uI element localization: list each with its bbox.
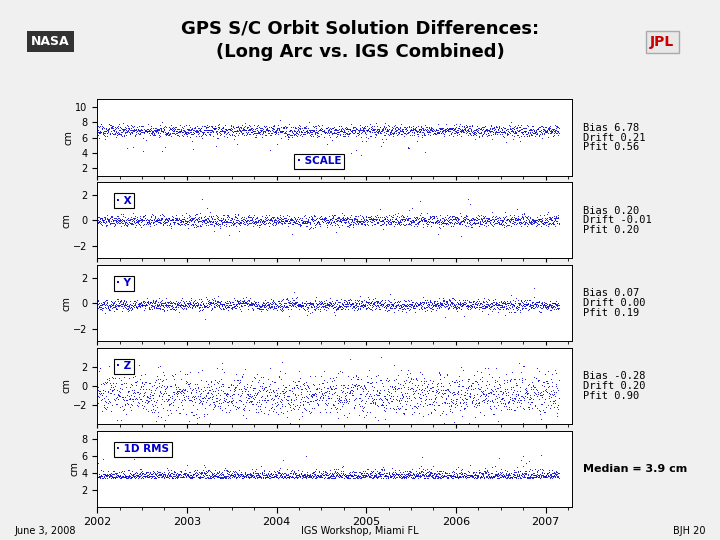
Text: GPS S/C Orbit Solution Differences:
(Long Arc vs. IGS Combined): GPS S/C Orbit Solution Differences: (Lon… [181,19,539,61]
Text: · Y: · Y [116,279,131,288]
Y-axis label: cm: cm [62,213,72,228]
Text: Drift -0.01: Drift -0.01 [583,215,652,225]
Text: Drift 0.21: Drift 0.21 [583,132,646,143]
Text: IGS Workshop, Miami FL: IGS Workshop, Miami FL [301,525,419,536]
Text: Pfit 0.90: Pfit 0.90 [583,391,639,401]
Y-axis label: cm: cm [70,462,80,476]
Y-axis label: cm: cm [62,296,72,310]
Text: Median = 3.9 cm: Median = 3.9 cm [583,464,688,474]
Text: · X: · X [116,195,132,206]
Text: Pfit 0.19: Pfit 0.19 [583,308,639,318]
Text: Pfit 0.20: Pfit 0.20 [583,225,639,235]
Text: Bias 6.78: Bias 6.78 [583,123,639,133]
Text: Drift 0.20: Drift 0.20 [583,381,646,391]
Text: JPL: JPL [650,35,675,49]
Text: Bias 0.20: Bias 0.20 [583,206,639,215]
Y-axis label: cm: cm [64,130,74,145]
Text: · SCALE: · SCALE [297,156,341,166]
Text: Drift 0.00: Drift 0.00 [583,298,646,308]
Text: · 1D RMS: · 1D RMS [116,444,169,454]
Text: June 3, 2008: June 3, 2008 [14,525,76,536]
Text: BJH 20: BJH 20 [673,525,706,536]
Text: Bias 0.07: Bias 0.07 [583,288,639,299]
Text: · Z: · Z [116,361,132,372]
Text: Pfit 0.56: Pfit 0.56 [583,142,639,152]
Text: Bias -0.28: Bias -0.28 [583,372,646,381]
Y-axis label: cm: cm [62,379,72,394]
Text: NASA: NASA [31,35,70,49]
